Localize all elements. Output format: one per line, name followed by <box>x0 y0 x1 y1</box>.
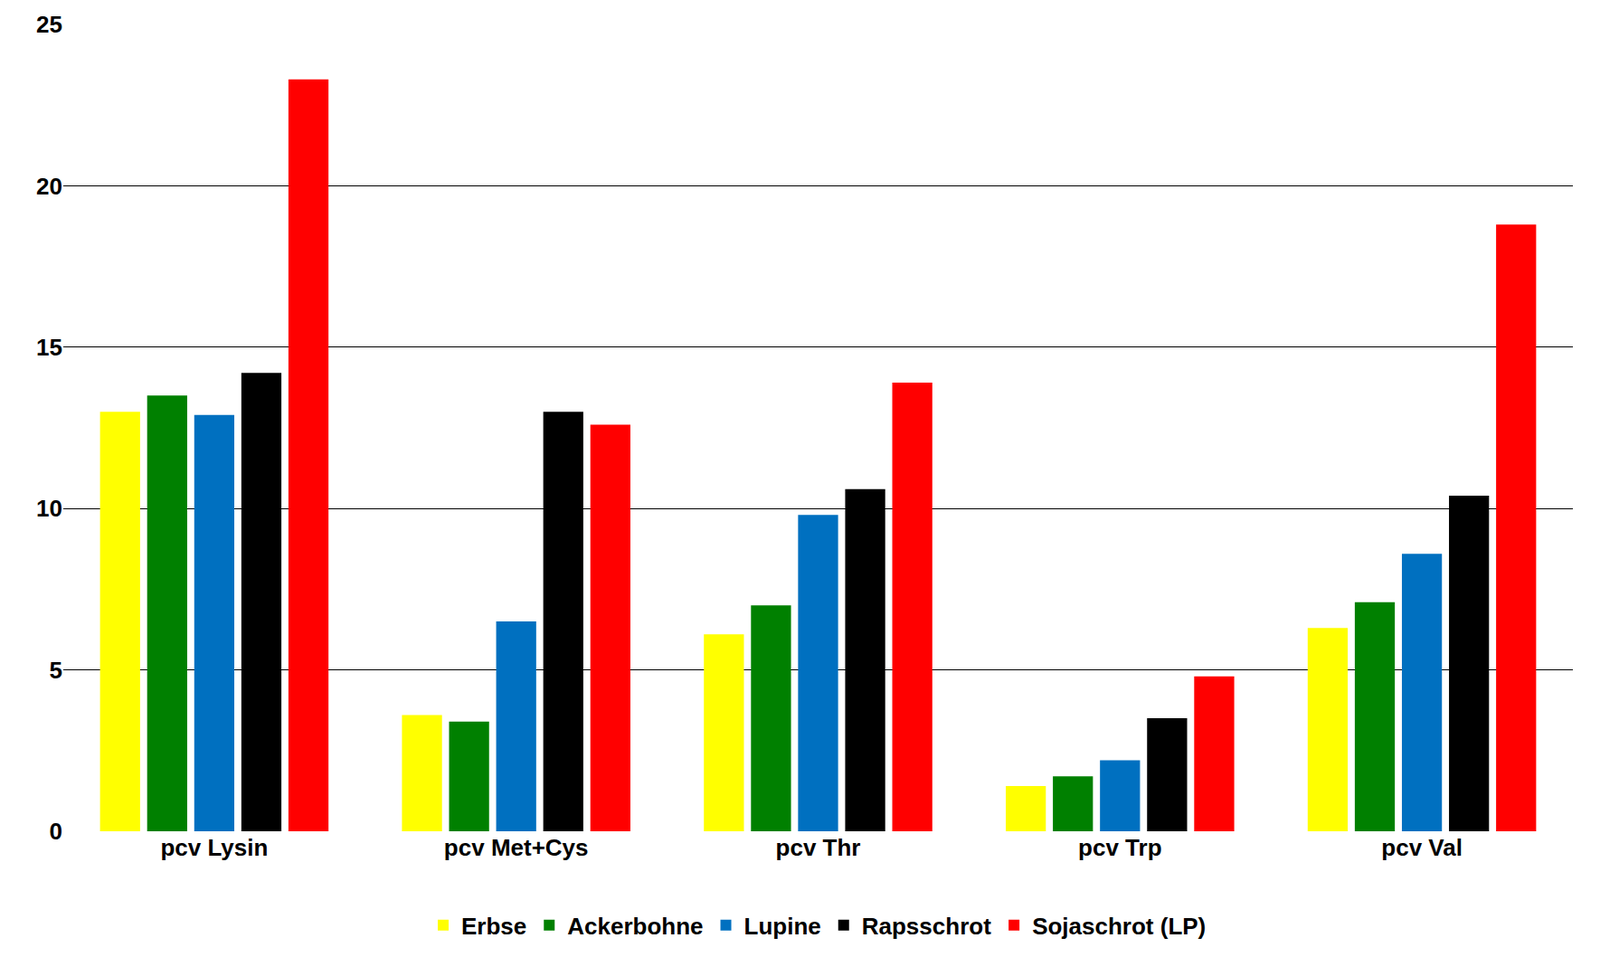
svg-text:pcv Trp: pcv Trp <box>1078 833 1162 862</box>
svg-text:0: 0 <box>49 817 63 845</box>
svg-text:Rapsschrot: Rapsschrot <box>861 912 992 940</box>
svg-text:Sojaschrot (LP): Sojaschrot (LP) <box>1031 912 1206 940</box>
svg-text:pcv Met+Cys: pcv Met+Cys <box>444 833 589 862</box>
svg-text:20: 20 <box>36 172 63 200</box>
svg-text:pcv Val: pcv Val <box>1381 833 1463 862</box>
svg-text:Lupine: Lupine <box>744 912 822 940</box>
svg-text:10: 10 <box>36 494 63 522</box>
svg-text:15: 15 <box>36 333 63 361</box>
svg-text:5: 5 <box>49 656 63 684</box>
svg-text:25: 25 <box>36 10 63 38</box>
svg-text:pcv Thr: pcv Thr <box>776 833 862 862</box>
svg-text:Erbse: Erbse <box>461 912 527 940</box>
svg-text:pcv Lysin: pcv Lysin <box>160 833 268 862</box>
svg-text:Ackerbohne: Ackerbohne <box>567 912 703 940</box>
